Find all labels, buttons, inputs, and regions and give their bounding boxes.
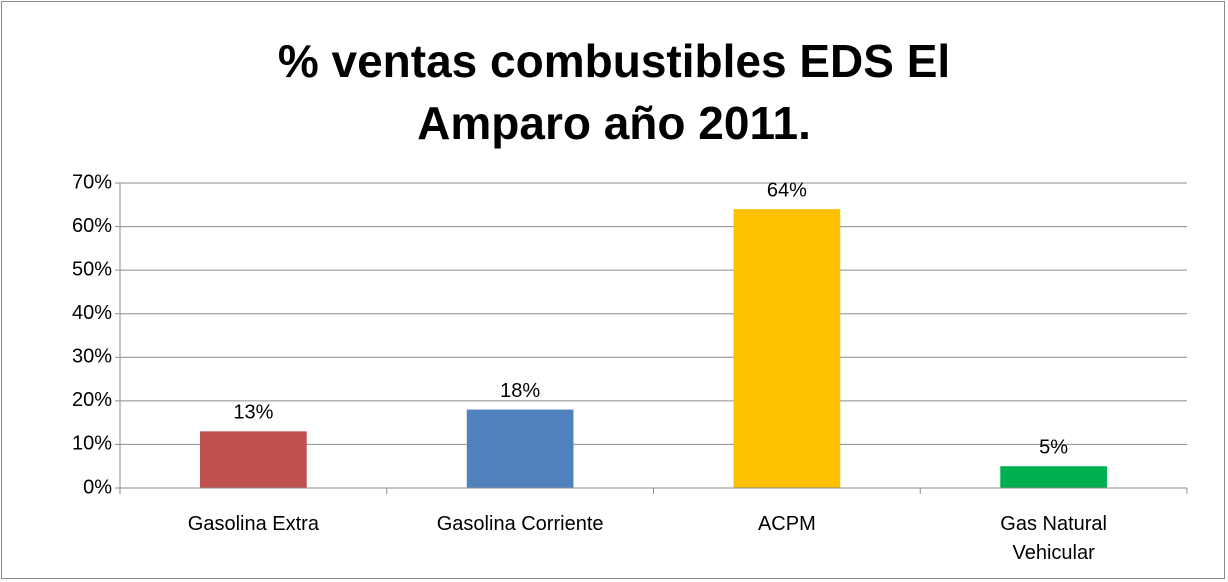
y-tick-label: 40%: [72, 302, 112, 324]
chart-title: % ventas combustibles EDS El Amparo año …: [277, 35, 951, 149]
y-tick-label: 0%: [83, 476, 112, 498]
data-label: 64%: [767, 179, 807, 201]
y-tick-label: 30%: [72, 346, 112, 368]
y-tick-label: 60%: [72, 215, 112, 237]
x-tick-label: Gasolina Extra: [187, 513, 319, 535]
x-tick-label: Gasolina Corriente: [436, 513, 604, 535]
y-tick-label: 10%: [72, 433, 112, 455]
y-tick-label: 70%: [72, 171, 112, 193]
bar: [1000, 466, 1107, 488]
bar: [733, 209, 841, 488]
bar: [200, 431, 307, 488]
data-label: 5%: [1039, 436, 1068, 458]
y-tick-label: 50%: [72, 258, 112, 280]
data-label: 13%: [233, 402, 273, 424]
x-tick-label: ACPM: [757, 513, 816, 535]
bar: [466, 409, 574, 488]
x-tick-label: Gas Natural Vehicular: [1000, 513, 1107, 564]
data-label: 18%: [500, 380, 540, 402]
y-tick-label: 20%: [72, 389, 112, 411]
